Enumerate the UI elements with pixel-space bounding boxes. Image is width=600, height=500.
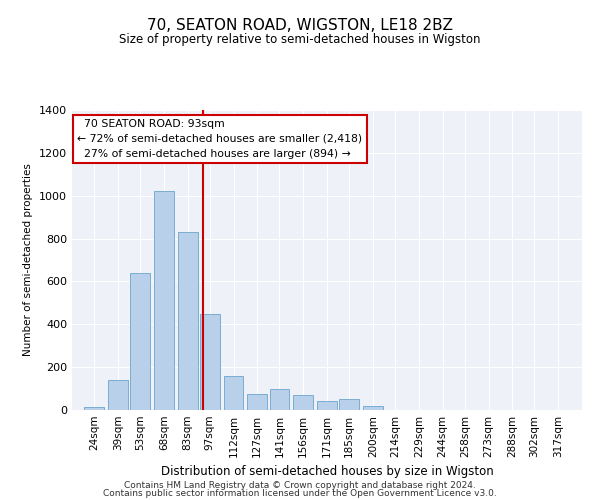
Text: Size of property relative to semi-detached houses in Wigston: Size of property relative to semi-detach… [119, 32, 481, 46]
X-axis label: Distribution of semi-detached houses by size in Wigston: Distribution of semi-detached houses by … [161, 466, 493, 478]
Text: Contains public sector information licensed under the Open Government Licence v3: Contains public sector information licen… [103, 489, 497, 498]
Text: 70 SEATON ROAD: 93sqm  
← 72% of semi-detached houses are smaller (2,418)
  27% : 70 SEATON ROAD: 93sqm ← 72% of semi-deta… [77, 119, 362, 158]
Bar [178, 232, 197, 410]
Bar [269, 388, 289, 410]
Text: Contains HM Land Registry data © Crown copyright and database right 2024.: Contains HM Land Registry data © Crown c… [124, 480, 476, 490]
Bar [200, 314, 220, 410]
Bar [84, 407, 104, 410]
Bar [224, 376, 244, 410]
Bar [317, 402, 337, 410]
Bar [154, 192, 174, 410]
Bar [363, 406, 383, 410]
Bar [108, 380, 128, 410]
Bar [130, 273, 150, 410]
Bar [339, 400, 359, 410]
Text: 70, SEATON ROAD, WIGSTON, LE18 2BZ: 70, SEATON ROAD, WIGSTON, LE18 2BZ [147, 18, 453, 32]
Bar [293, 395, 313, 410]
Bar [247, 394, 267, 410]
Y-axis label: Number of semi-detached properties: Number of semi-detached properties [23, 164, 34, 356]
